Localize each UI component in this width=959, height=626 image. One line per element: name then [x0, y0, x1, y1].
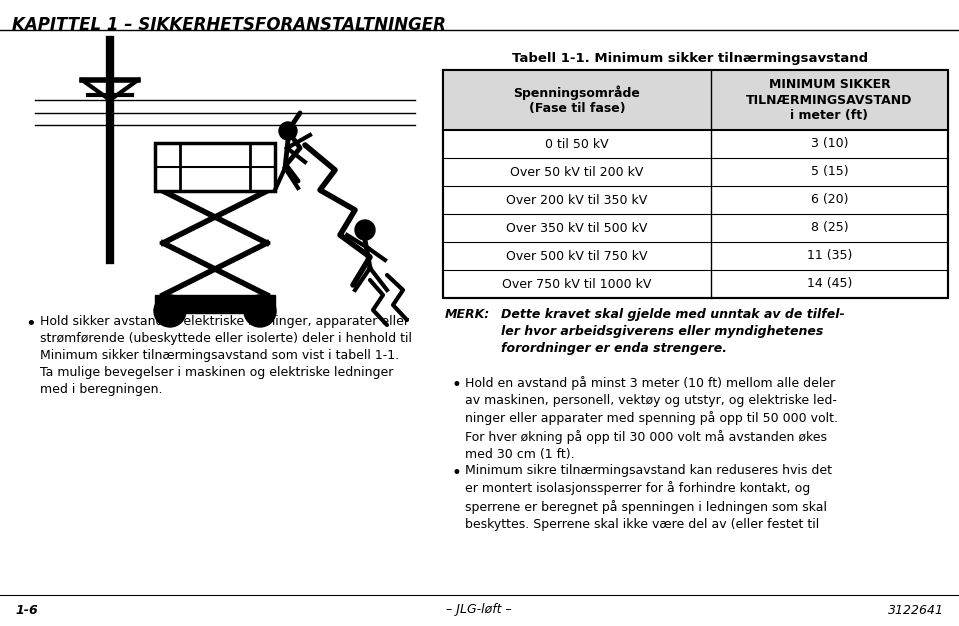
Text: Over 350 kV til 500 kV: Over 350 kV til 500 kV [506, 222, 647, 235]
Text: Over 750 kV til 1000 kV: Over 750 kV til 1000 kV [503, 277, 652, 290]
Text: Over 50 kV til 200 kV: Over 50 kV til 200 kV [510, 165, 643, 178]
Text: Minimum sikre tilnærmingsavstand kan reduseres hvis det
er montert isolasjonsspe: Minimum sikre tilnærmingsavstand kan red… [465, 464, 832, 531]
Text: MINIMUM SIKKER
TILNÆRMINGSAVSTAND
i meter (ft): MINIMUM SIKKER TILNÆRMINGSAVSTAND i mete… [746, 78, 913, 121]
Text: 5 (15): 5 (15) [810, 165, 849, 178]
Circle shape [355, 220, 375, 240]
Circle shape [279, 122, 297, 140]
Text: Hold sikker avstand til elektriske ledninger, apparater eller
strømførende (ubes: Hold sikker avstand til elektriske ledni… [40, 315, 412, 396]
Text: 1-6: 1-6 [15, 603, 37, 617]
Text: 0 til 50 kV: 0 til 50 kV [545, 138, 609, 150]
Bar [155, 295, 275, 313]
Text: 11 (35): 11 (35) [807, 250, 853, 262]
Text: MERK:: MERK: [445, 308, 490, 321]
Text: •: • [451, 464, 461, 482]
Text: Hold en avstand på minst 3 meter (10 ft) mellom alle deler
av maskinen, personel: Hold en avstand på minst 3 meter (10 ft)… [465, 376, 838, 461]
Text: Tabell 1-1. Minimum sikker tilnærmingsavstand: Tabell 1-1. Minimum sikker tilnærmingsav… [512, 52, 868, 65]
Text: – JLG-løft –: – JLG-løft – [446, 603, 512, 617]
Bar [155, 143, 275, 191]
Text: 14 (45): 14 (45) [807, 277, 853, 290]
Circle shape [244, 295, 276, 327]
Text: Dette kravet skal gjelde med unntak av de tilfel-
ler hvor arbeidsgiverens eller: Dette kravet skal gjelde med unntak av d… [501, 308, 845, 355]
Text: Over 200 kV til 350 kV: Over 200 kV til 350 kV [506, 193, 647, 207]
Text: 3122641: 3122641 [888, 603, 944, 617]
Text: Over 500 kV til 750 kV: Over 500 kV til 750 kV [506, 250, 647, 262]
Text: •: • [451, 376, 461, 394]
Bar [443, 70, 948, 130]
Text: •: • [25, 315, 35, 333]
Text: 6 (20): 6 (20) [810, 193, 849, 207]
Text: KAPITTEL 1 – SIKKERHETSFORANSTALTNINGER: KAPITTEL 1 – SIKKERHETSFORANSTALTNINGER [12, 16, 446, 34]
Circle shape [154, 295, 186, 327]
Text: 3 (10): 3 (10) [810, 138, 849, 150]
Text: 8 (25): 8 (25) [810, 222, 849, 235]
Bar [443, 70, 948, 298]
Text: Spenningsområde
(Fase til fase): Spenningsområde (Fase til fase) [514, 85, 641, 115]
